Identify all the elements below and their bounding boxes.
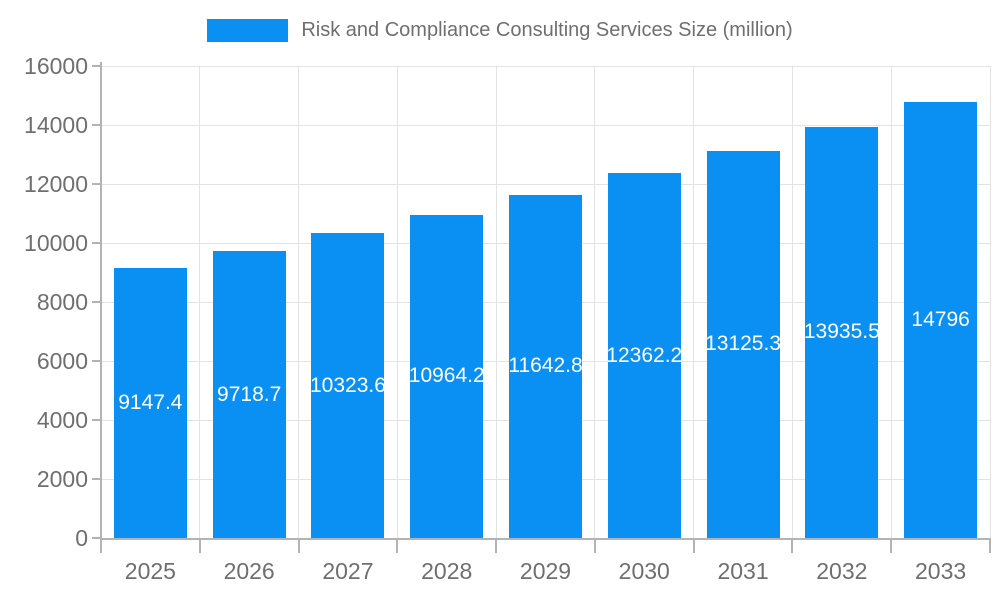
legend-swatch <box>207 19 289 42</box>
gridline-h <box>101 183 990 185</box>
y-tick-mark <box>92 65 101 67</box>
y-tick-mark <box>92 301 101 303</box>
x-axis-tick-label: 2030 <box>618 558 670 584</box>
x-tick-mark <box>593 538 596 553</box>
bar-value-label: 13125.3 <box>706 332 780 356</box>
y-axis-tick-label: 6000 <box>36 348 88 374</box>
x-tick-mark <box>100 538 102 553</box>
x-axis-tick-label: 2033 <box>915 558 967 584</box>
x-tick-mark <box>989 538 991 553</box>
x-tick-mark <box>692 538 695 553</box>
y-axis-tick-label: 16000 <box>24 53 88 79</box>
x-axis-tick-label: 2031 <box>717 558 769 584</box>
gridline-h <box>101 124 990 126</box>
y-axis-tick-label: 14000 <box>24 112 88 138</box>
bar: 13125.3 <box>706 150 780 538</box>
x-axis-tick-label: 2028 <box>421 558 473 584</box>
legend: Risk and Compliance Consulting Services … <box>0 19 1000 42</box>
bar-value-label: 10964.2 <box>410 364 484 388</box>
gridline-v <box>199 66 201 538</box>
bar: 10964.2 <box>410 214 484 538</box>
y-axis-tick-label: 12000 <box>24 171 88 197</box>
y-tick-mark <box>92 124 101 126</box>
y-tick-mark <box>92 537 101 539</box>
bar: 10323.6 <box>311 233 385 538</box>
x-axis-tick-label: 2027 <box>322 558 374 584</box>
y-axis-line <box>100 62 102 553</box>
y-axis-tick-label: 4000 <box>36 407 88 433</box>
gridline-v <box>890 66 892 538</box>
x-tick-mark <box>791 538 794 553</box>
bar: 9718.7 <box>212 251 286 538</box>
y-axis-tick-label: 8000 <box>36 289 88 315</box>
y-axis-tick-label: 10000 <box>24 230 88 256</box>
x-tick-mark <box>495 538 498 553</box>
x-tick-mark <box>297 538 300 553</box>
gridline-v <box>989 66 991 538</box>
x-axis-tick-label: 2029 <box>519 558 572 584</box>
legend-label: Risk and Compliance Consulting Services … <box>301 19 793 41</box>
x-axis-tick-label: 2032 <box>816 558 868 584</box>
bar-value-label: 12362.2 <box>607 343 681 367</box>
x-tick-mark <box>396 538 399 553</box>
bar: 11642.8 <box>509 194 582 538</box>
bar: 9147.4 <box>113 268 187 538</box>
gridline-h <box>101 65 990 67</box>
y-tick-mark <box>92 419 101 421</box>
y-axis-tick-label: 2000 <box>36 466 88 492</box>
bar-value-label: 9147.4 <box>118 391 183 415</box>
y-tick-mark <box>92 183 101 185</box>
bar-value-label: 11642.8 <box>509 354 582 378</box>
bar-value-label: 9718.7 <box>217 382 282 406</box>
gridline-v <box>791 66 793 538</box>
bar: 14796 <box>904 101 978 538</box>
y-tick-mark <box>92 478 101 480</box>
bar-value-label: 14796 <box>911 307 970 331</box>
bar-value-label: 10323.6 <box>311 373 385 397</box>
y-tick-mark <box>92 360 101 362</box>
gridline-v <box>693 66 695 538</box>
gridline-v <box>298 66 300 538</box>
gridline-v <box>594 66 596 538</box>
gridline-v <box>495 66 497 538</box>
x-tick-mark <box>198 538 201 553</box>
bar: 12362.2 <box>607 173 681 538</box>
bar-value-label: 13935.5 <box>805 320 879 344</box>
x-axis-tick-label: 2026 <box>223 558 275 584</box>
y-tick-mark <box>92 242 101 244</box>
x-axis-line <box>101 538 990 540</box>
y-axis-tick-label: 0 <box>75 525 88 551</box>
gridline-v <box>396 66 398 538</box>
bar: 13935.5 <box>805 126 879 538</box>
x-tick-mark <box>890 538 893 553</box>
x-axis-tick-label: 2025 <box>124 558 176 584</box>
